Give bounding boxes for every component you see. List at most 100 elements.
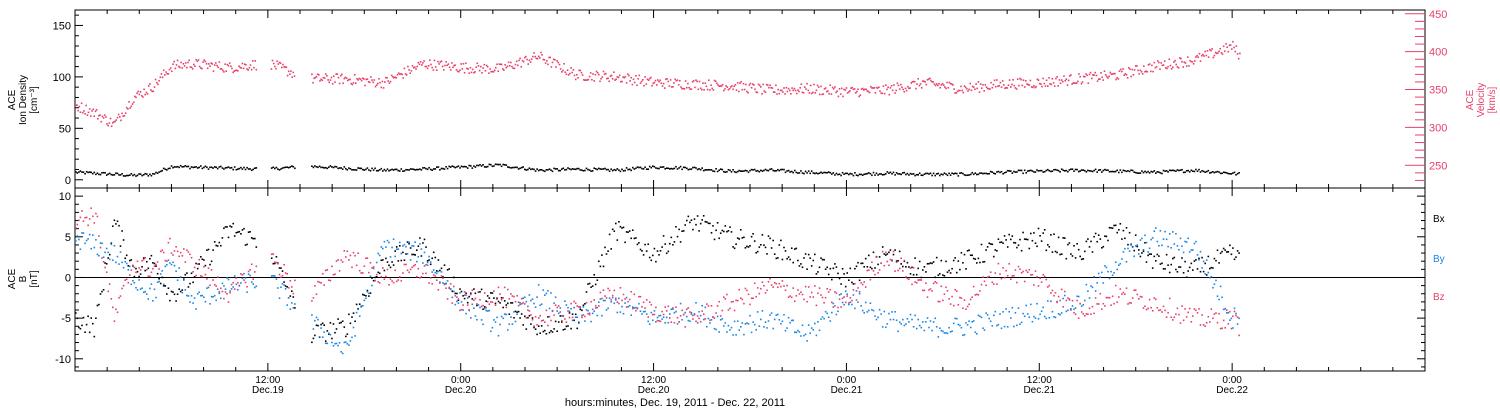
data-point bbox=[548, 168, 551, 170]
data-point bbox=[528, 294, 531, 296]
data-point bbox=[594, 168, 597, 170]
data-point bbox=[898, 321, 901, 323]
data-point bbox=[807, 286, 810, 288]
data-point bbox=[1065, 257, 1068, 260]
data-point bbox=[1016, 324, 1018, 327]
data-point bbox=[341, 168, 344, 170]
data-point bbox=[488, 72, 490, 74]
data-point bbox=[615, 299, 617, 301]
data-point bbox=[1146, 71, 1149, 73]
data-point bbox=[562, 329, 565, 331]
data-point bbox=[775, 314, 778, 316]
data-point bbox=[80, 102, 83, 105]
data-point bbox=[153, 262, 156, 265]
data-point bbox=[287, 287, 290, 289]
data-point bbox=[243, 63, 246, 65]
data-point bbox=[382, 87, 385, 89]
data-point bbox=[1052, 82, 1055, 84]
data-point bbox=[699, 314, 702, 317]
data-point bbox=[540, 320, 543, 322]
data-point bbox=[718, 85, 720, 87]
data-point bbox=[445, 61, 447, 63]
data-point bbox=[116, 116, 119, 119]
data-point bbox=[949, 82, 952, 85]
data-point bbox=[136, 92, 138, 95]
data-point bbox=[980, 283, 983, 286]
data-point bbox=[1037, 318, 1040, 320]
data-point bbox=[425, 167, 427, 170]
data-point bbox=[337, 167, 339, 170]
data-point bbox=[976, 262, 978, 264]
data-point bbox=[690, 313, 693, 315]
data-point bbox=[522, 301, 524, 304]
data-point bbox=[105, 263, 108, 265]
data-point bbox=[563, 63, 565, 65]
data-point bbox=[806, 268, 808, 270]
data-point bbox=[1088, 307, 1091, 310]
data-point bbox=[868, 254, 870, 257]
data-point bbox=[422, 272, 424, 275]
data-point bbox=[982, 276, 984, 278]
data-point bbox=[402, 245, 404, 247]
data-point bbox=[1134, 171, 1137, 174]
data-point bbox=[578, 69, 580, 72]
data-point bbox=[718, 169, 720, 172]
data-point bbox=[75, 227, 77, 229]
data-point bbox=[528, 167, 531, 169]
data-point bbox=[233, 166, 236, 168]
data-point bbox=[1019, 238, 1021, 241]
data-point bbox=[292, 296, 295, 298]
data-point bbox=[935, 256, 938, 259]
data-point bbox=[377, 82, 379, 85]
data-point bbox=[393, 76, 395, 79]
data-point bbox=[1105, 296, 1108, 299]
data-point bbox=[834, 86, 836, 88]
data-point bbox=[508, 323, 511, 325]
data-point bbox=[593, 299, 595, 301]
data-point bbox=[888, 93, 891, 96]
data-point bbox=[692, 228, 694, 231]
data-point bbox=[1213, 54, 1216, 57]
data-point bbox=[929, 320, 932, 322]
data-point bbox=[159, 76, 162, 79]
data-point bbox=[983, 172, 986, 175]
data-point bbox=[1022, 172, 1024, 175]
data-point bbox=[1198, 259, 1200, 261]
data-point bbox=[1212, 317, 1214, 320]
data-point bbox=[741, 88, 744, 91]
data-point bbox=[79, 248, 82, 250]
data-point bbox=[200, 294, 202, 297]
data-point bbox=[1048, 246, 1051, 248]
data-point bbox=[201, 294, 204, 297]
data-point bbox=[932, 261, 935, 263]
data-point bbox=[190, 272, 193, 275]
data-point bbox=[114, 120, 116, 123]
data-point bbox=[334, 273, 336, 275]
data-point bbox=[130, 269, 133, 271]
data-point bbox=[764, 246, 767, 249]
data-point bbox=[868, 172, 870, 174]
data-point bbox=[383, 269, 386, 272]
data-point bbox=[959, 324, 961, 327]
data-point bbox=[715, 312, 717, 314]
data-point bbox=[453, 276, 455, 279]
data-point bbox=[645, 313, 648, 315]
data-point bbox=[642, 310, 645, 313]
data-point bbox=[964, 86, 967, 89]
data-point bbox=[556, 168, 558, 170]
data-point bbox=[715, 229, 717, 232]
data-point bbox=[368, 292, 370, 295]
data-point bbox=[547, 290, 549, 292]
data-point bbox=[1091, 77, 1093, 80]
data-point bbox=[889, 87, 892, 89]
data-point bbox=[665, 310, 668, 312]
data-point bbox=[439, 169, 441, 171]
data-point bbox=[419, 168, 421, 170]
data-point bbox=[740, 297, 742, 299]
data-point bbox=[234, 69, 237, 72]
data-point bbox=[324, 73, 327, 75]
data-point bbox=[482, 67, 484, 69]
data-point bbox=[920, 326, 923, 329]
data-point bbox=[550, 169, 552, 171]
data-point bbox=[289, 308, 292, 310]
